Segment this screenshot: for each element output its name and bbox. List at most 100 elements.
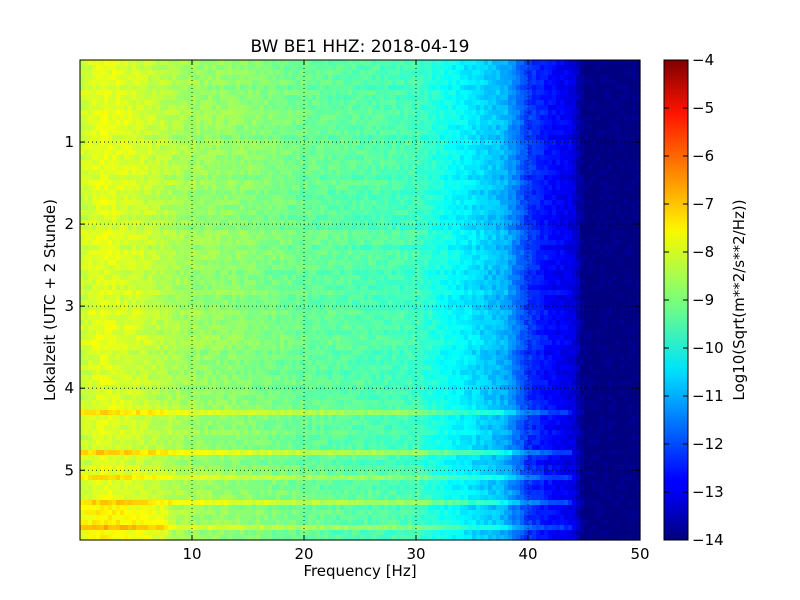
heatmap-cell bbox=[608, 100, 613, 106]
heatmap-cell bbox=[456, 205, 461, 211]
heatmap-cell bbox=[528, 145, 533, 151]
heatmap-cell bbox=[464, 175, 469, 181]
heatmap-cell bbox=[212, 225, 217, 231]
heatmap-cell bbox=[416, 225, 421, 231]
heatmap-cell bbox=[380, 85, 385, 91]
heatmap-cell bbox=[612, 140, 617, 146]
heatmap-cell bbox=[604, 85, 609, 91]
heatmap-cell bbox=[552, 150, 557, 156]
heatmap-cell bbox=[388, 115, 393, 121]
heatmap-cell bbox=[628, 135, 633, 141]
heatmap-cell bbox=[312, 110, 317, 116]
heatmap-cell bbox=[588, 140, 593, 146]
heatmap-cell bbox=[196, 60, 201, 66]
heatmap-cell bbox=[576, 220, 581, 226]
heatmap-cell bbox=[292, 170, 297, 176]
heatmap-cell bbox=[220, 190, 225, 196]
heatmap-cell bbox=[492, 140, 497, 146]
heatmap-cell bbox=[92, 200, 97, 206]
heatmap-cell bbox=[516, 170, 521, 176]
heatmap-cell bbox=[272, 60, 277, 66]
heatmap-cell bbox=[268, 85, 273, 91]
heatmap-cell bbox=[360, 200, 365, 206]
heatmap-cell bbox=[480, 175, 485, 181]
heatmap-cell bbox=[120, 125, 125, 131]
heatmap-cell bbox=[456, 225, 461, 231]
heatmap-cell bbox=[452, 160, 457, 166]
heatmap-cell bbox=[580, 120, 585, 126]
heatmap-cell bbox=[352, 105, 357, 111]
heatmap-cell bbox=[328, 60, 333, 66]
heatmap-cell bbox=[584, 150, 589, 156]
heatmap-cell bbox=[264, 180, 269, 186]
heatmap-cell bbox=[132, 195, 137, 201]
heatmap-cell bbox=[428, 215, 433, 221]
heatmap-cell bbox=[564, 190, 569, 196]
heatmap-cell bbox=[344, 155, 349, 161]
heatmap-cell bbox=[612, 165, 617, 171]
heatmap-cell bbox=[160, 215, 165, 221]
heatmap-cell bbox=[84, 100, 89, 106]
heatmap-cell bbox=[116, 205, 121, 211]
heatmap-cell bbox=[292, 95, 297, 101]
heatmap-cell bbox=[228, 205, 233, 211]
heatmap-cell bbox=[400, 90, 405, 96]
heatmap-cell bbox=[528, 70, 533, 76]
heatmap-cell bbox=[140, 105, 145, 111]
heatmap-cell bbox=[132, 80, 137, 86]
heatmap-cell bbox=[524, 200, 529, 206]
heatmap-cell bbox=[244, 170, 249, 176]
heatmap-cell bbox=[440, 115, 445, 121]
heatmap-cell bbox=[224, 220, 229, 226]
heatmap-cell bbox=[128, 85, 133, 91]
heatmap-cell bbox=[392, 60, 397, 66]
heatmap-cell bbox=[540, 85, 545, 91]
heatmap-cell bbox=[332, 85, 337, 91]
heatmap-cell bbox=[624, 85, 629, 91]
heatmap-cell bbox=[108, 125, 113, 131]
heatmap-cell bbox=[308, 70, 313, 76]
heatmap-cell bbox=[176, 65, 181, 71]
heatmap-cell bbox=[100, 105, 105, 111]
heatmap-cell bbox=[432, 75, 437, 81]
heatmap-cell bbox=[224, 200, 229, 206]
heatmap-cell bbox=[400, 60, 405, 66]
heatmap-cell bbox=[164, 165, 169, 171]
heatmap-cell bbox=[300, 65, 305, 71]
heatmap-cell bbox=[440, 225, 445, 231]
heatmap-cell bbox=[152, 205, 157, 211]
heatmap-cell bbox=[428, 80, 433, 86]
heatmap-cell bbox=[128, 215, 133, 221]
heatmap-cell bbox=[520, 105, 525, 111]
heatmap-cell bbox=[460, 85, 465, 91]
heatmap-cell bbox=[456, 220, 461, 226]
heatmap-cell bbox=[572, 230, 577, 236]
heatmap-cell bbox=[248, 150, 253, 156]
heatmap-cell bbox=[288, 60, 293, 66]
heatmap-cell bbox=[444, 95, 449, 101]
heatmap-cell bbox=[356, 190, 361, 196]
heatmap-cell bbox=[192, 75, 197, 81]
heatmap-cell bbox=[352, 115, 357, 121]
heatmap-cell bbox=[136, 180, 141, 186]
heatmap-cell bbox=[144, 215, 149, 221]
heatmap-cell bbox=[204, 95, 209, 101]
heatmap-cell bbox=[284, 85, 289, 91]
heatmap-cell bbox=[152, 225, 157, 231]
heatmap-cell bbox=[360, 125, 365, 131]
heatmap-cell bbox=[540, 110, 545, 116]
heatmap-cell bbox=[360, 230, 365, 236]
heatmap-cell bbox=[268, 105, 273, 111]
heatmap-cell bbox=[244, 145, 249, 151]
heatmap-cell bbox=[376, 110, 381, 116]
heatmap-cell bbox=[392, 145, 397, 151]
heatmap-cell bbox=[504, 215, 509, 221]
heatmap-cell bbox=[484, 225, 489, 231]
heatmap-cell bbox=[600, 215, 605, 221]
heatmap-cell bbox=[616, 100, 621, 106]
heatmap-cell bbox=[636, 160, 641, 166]
heatmap-cell bbox=[628, 205, 633, 211]
heatmap-cell bbox=[228, 235, 233, 241]
heatmap-cell bbox=[236, 160, 241, 166]
heatmap-cell bbox=[132, 110, 137, 116]
